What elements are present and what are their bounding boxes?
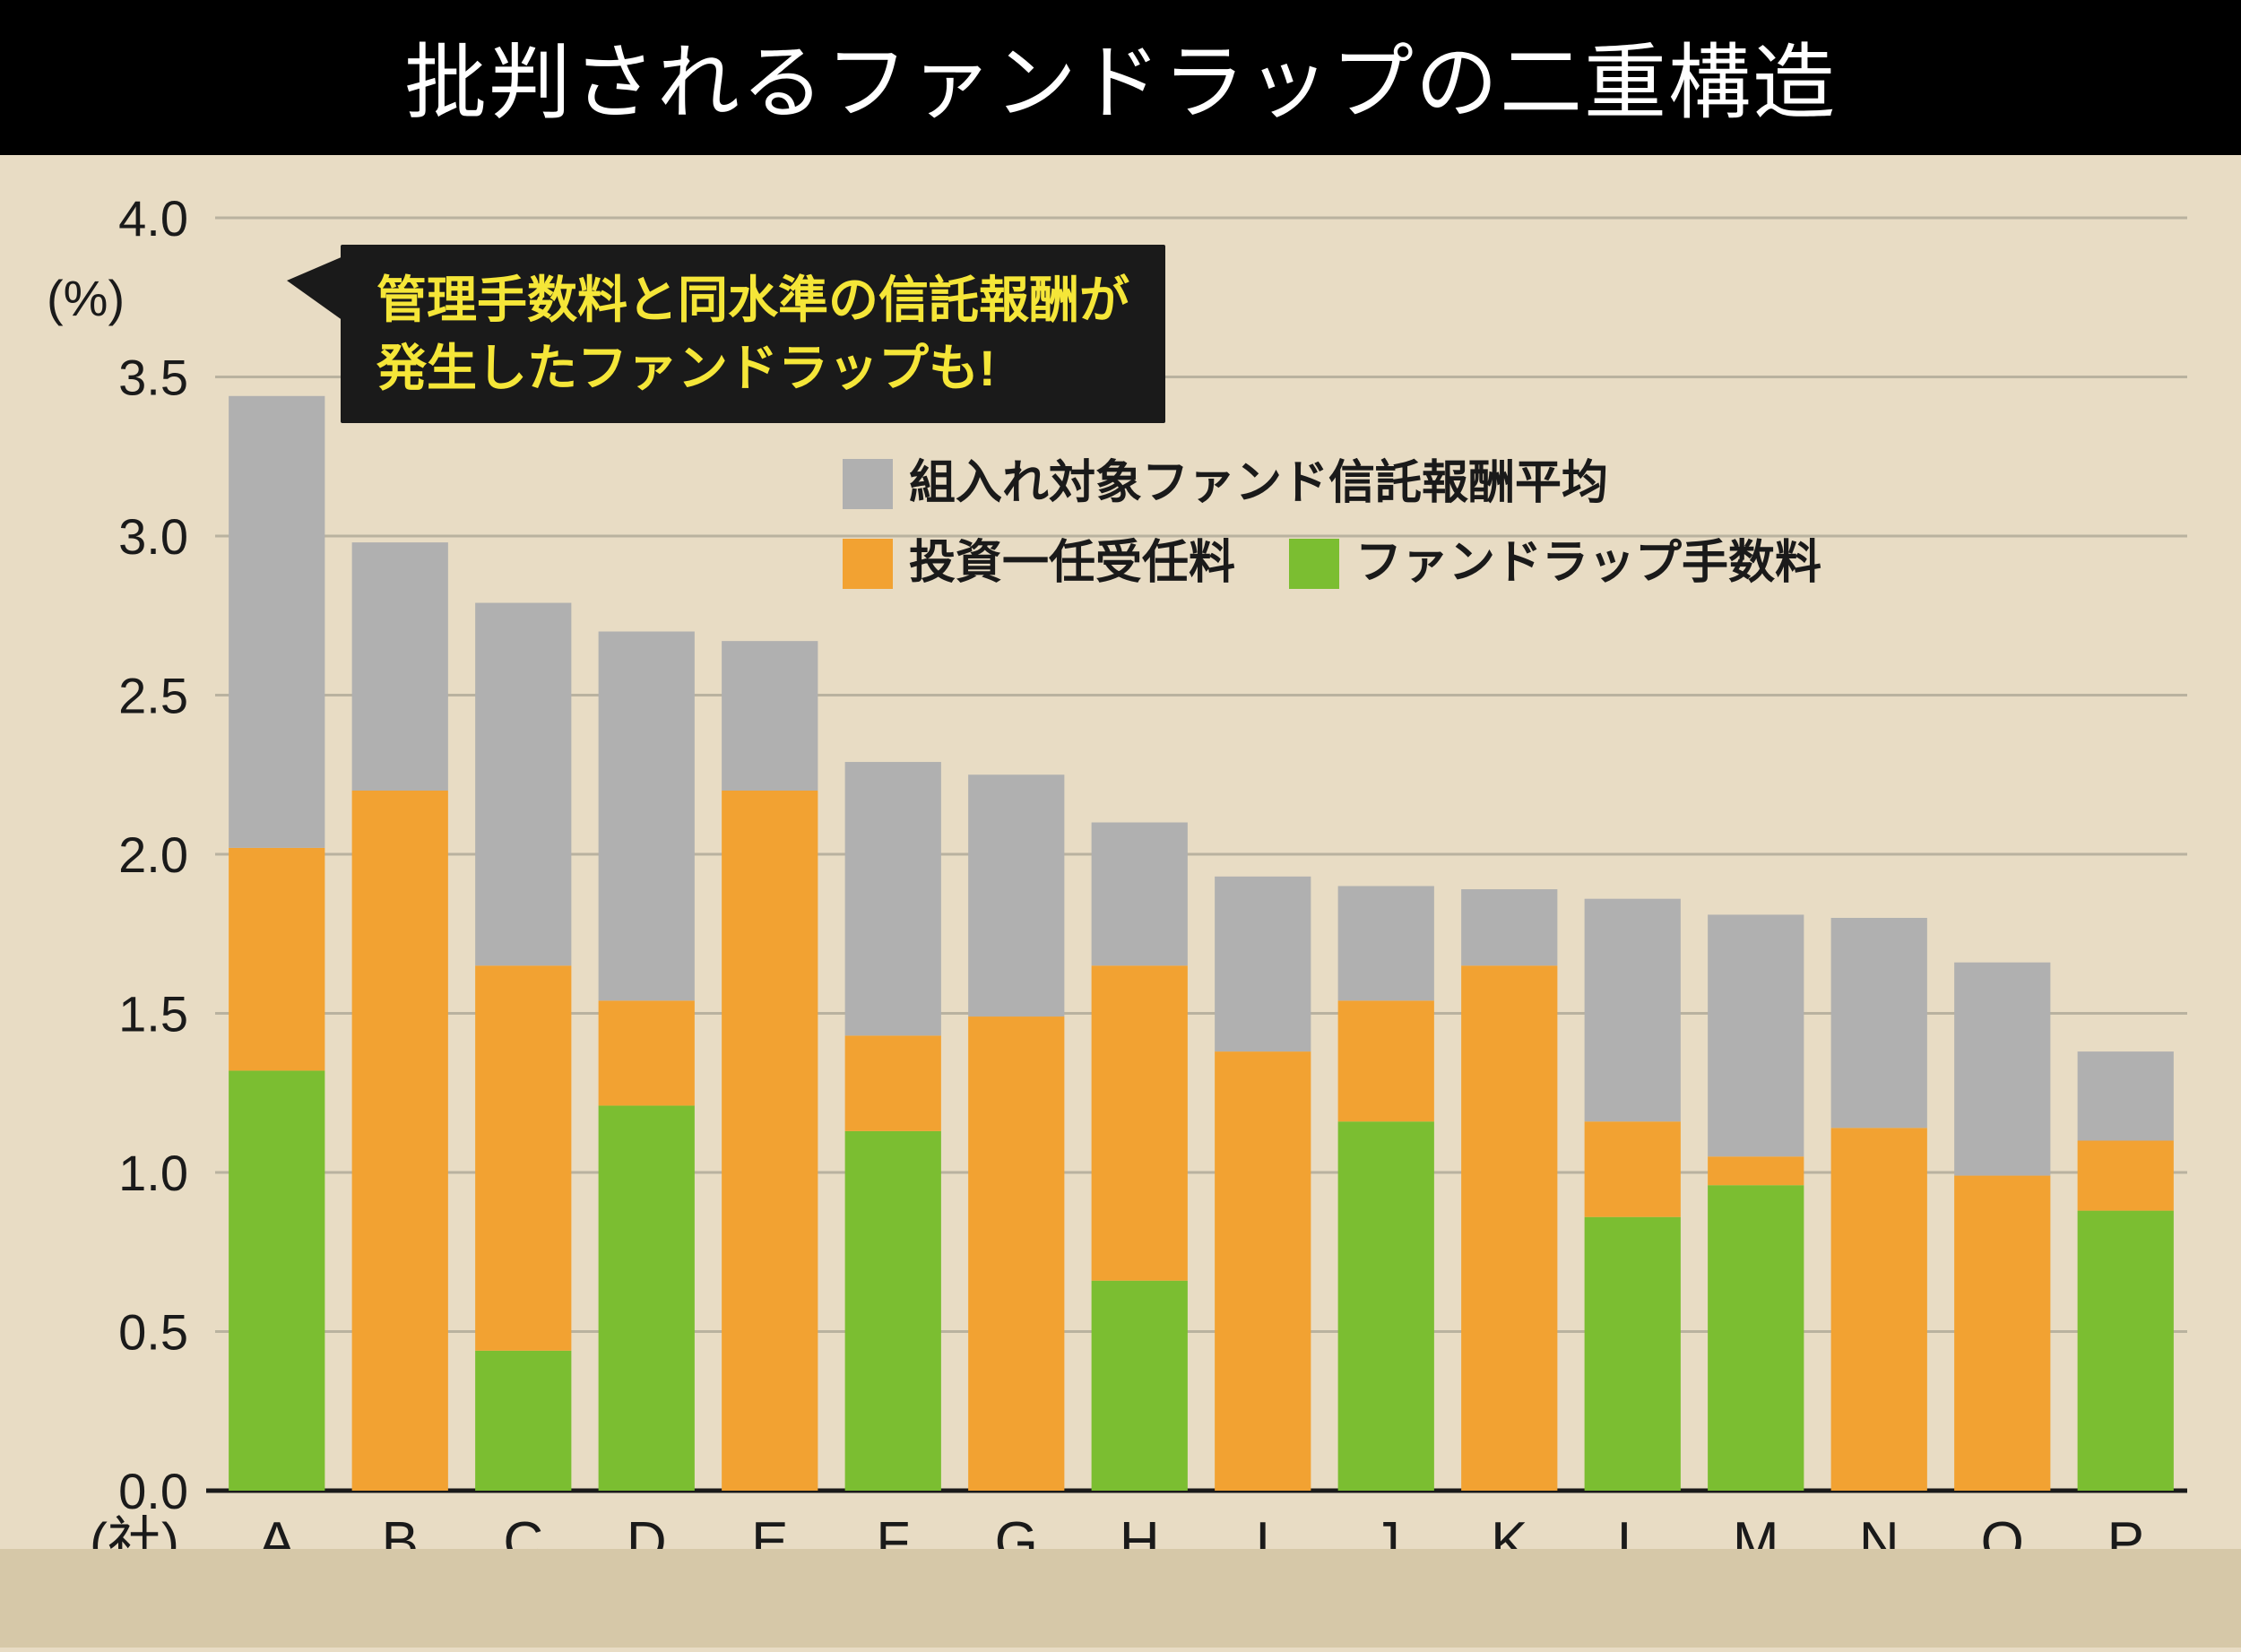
bar-segment [1338,1121,1434,1491]
bar-segment [1954,963,2050,1176]
bar-segment [352,542,448,791]
svg-text:0.5: 0.5 [118,1304,188,1361]
bar-segment [845,1131,941,1491]
bar-segment [229,396,324,848]
bar-segment [1831,1128,1927,1491]
svg-text:4.0: 4.0 [118,190,188,247]
bar-segment [1338,887,1434,1001]
svg-text:3.5: 3.5 [118,350,188,406]
bar-segment [968,1016,1064,1491]
svg-text:(%): (%) [47,270,125,326]
callout-box: 管理手数料と同水準の信託報酬が 発生したファンドラップも! [341,245,1165,423]
svg-text:1.5: 1.5 [118,986,188,1042]
bar-segment [1954,1176,2050,1491]
bar-segment [845,1035,941,1131]
legend-item-orange: 投資一任受任料 [843,526,1235,601]
bar-segment [1092,1281,1188,1491]
bar-segment [1585,1121,1681,1217]
bar-segment [2078,1051,2174,1140]
callout-line1: 管理手数料と同水準の信託報酬が [376,266,1129,334]
bar-segment [475,603,571,966]
legend-swatch-gray [843,459,893,509]
svg-text:2.0: 2.0 [118,826,188,883]
bar-segment [1585,1217,1681,1491]
bar-segment [599,1000,695,1105]
bar-segment [1708,1185,1804,1491]
bar-segment [229,848,324,1071]
legend-item-gray: 組入れ対象ファンド信託報酬平均 [843,446,1608,521]
bar-segment [599,632,695,1001]
chart-title: 批判されるファンドラップの二重構造 [0,0,2241,155]
bar-segment [1092,965,1188,1280]
svg-text:2.5: 2.5 [118,668,188,724]
bar-segment [1092,823,1188,966]
bar-segment [1585,899,1681,1121]
legend-swatch-green [1289,539,1339,589]
legend: 組入れ対象ファンド信託報酬平均 投資一任受任料 ファンドラップ手数料 [843,446,1821,601]
bar-segment [352,791,448,1491]
svg-text:0.0: 0.0 [118,1463,188,1519]
bar-segment [1338,1000,1434,1121]
bar-segment [1215,877,1311,1051]
bar-segment [845,762,941,1035]
legend-label-green: ファンドラップ手数料 [1355,526,1821,601]
svg-text:3.0: 3.0 [118,508,188,565]
bar-segment [1708,914,1804,1156]
svg-text:1.0: 1.0 [118,1145,188,1201]
bar-segment [1708,1156,1804,1185]
bar-segment [475,965,571,1351]
legend-item-green: ファンドラップ手数料 [1289,526,1821,601]
x-axis-band [0,1549,2241,1648]
legend-swatch-orange [843,539,893,589]
bar-segment [968,774,1064,1016]
callout-line2: 発生したファンドラップも! [376,334,1129,402]
bar-segment [599,1105,695,1491]
bar-segment [475,1351,571,1491]
bar-segment [1215,1051,1311,1491]
bar-segment [229,1070,324,1491]
legend-label-orange: 投資一任受任料 [909,526,1235,601]
legend-label-gray: 組入れ対象ファンド信託報酬平均 [909,446,1608,521]
bar-segment [1461,889,1557,965]
bar-segment [722,791,818,1491]
bar-segment [1831,918,1927,1128]
chart-area: 0.00.51.01.52.02.53.03.54.0(%)ABCDEFGHIJ… [0,155,2241,1648]
bar-segment [1461,965,1557,1491]
bar-segment [722,641,818,791]
bar-segment [2078,1141,2174,1211]
bar-segment [2078,1211,2174,1491]
